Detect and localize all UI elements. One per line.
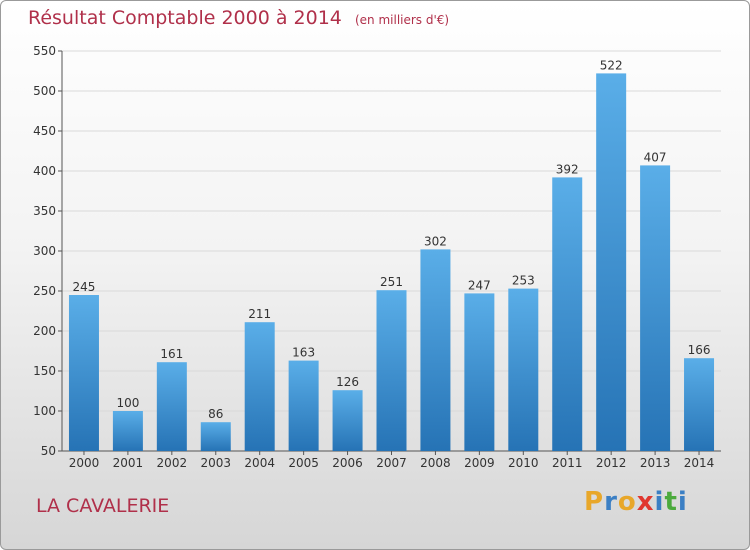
logo-letter: i [654, 487, 665, 517]
data-label: 211 [248, 307, 271, 321]
data-label: 247 [468, 278, 491, 292]
proxiti-logo: Proxiti [584, 487, 688, 517]
y-tick-label: 350 [33, 204, 56, 218]
x-tick-label: 2006 [332, 456, 363, 470]
x-tick-label: 2013 [640, 456, 671, 470]
data-label: 407 [644, 150, 667, 164]
x-tick-label: 2012 [596, 456, 627, 470]
logo-letter: r [604, 487, 618, 517]
chart-subtitle: (en milliers d'€) [354, 13, 450, 27]
bar [112, 411, 143, 451]
bar [464, 293, 495, 451]
data-label: 522 [600, 58, 623, 72]
y-tick-label: 400 [33, 164, 56, 178]
data-label: 163 [292, 346, 315, 360]
logo-letter: o [617, 487, 637, 517]
bar [508, 288, 539, 451]
x-tick-label: 2007 [376, 456, 407, 470]
bar [684, 358, 715, 451]
x-tick-label: 2008 [420, 456, 451, 470]
bar [156, 362, 187, 451]
y-tick-label: 200 [33, 324, 56, 338]
y-tick-label: 550 [33, 44, 56, 58]
data-label: 253 [512, 274, 535, 288]
x-tick-label: 2001 [113, 456, 144, 470]
x-tick-label: 2003 [200, 456, 231, 470]
x-tick-label: 2005 [288, 456, 319, 470]
x-tick-label: 2011 [552, 456, 583, 470]
y-axis-ticks: 50 100 150 200 250 300 350 400 450 500 550 [33, 44, 62, 458]
data-label: 166 [688, 343, 711, 357]
data-label: 392 [556, 162, 579, 176]
town-name: LA CAVALERIE [36, 495, 170, 517]
data-label: 251 [380, 275, 403, 289]
bar [244, 322, 275, 451]
data-label: 86 [208, 407, 223, 421]
bar [68, 295, 99, 451]
data-label: 302 [424, 234, 447, 248]
y-tick-label: 150 [33, 364, 56, 378]
y-tick-label: 450 [33, 124, 56, 138]
y-tick-label: 250 [33, 284, 56, 298]
x-tick-label: 2002 [157, 456, 188, 470]
logo-letter: t [664, 487, 678, 517]
x-axis-ticks: 2000 2001 2002 2003 2004 2005 2006 2007 2008 2009… [69, 451, 715, 470]
logo-letter: x [636, 487, 655, 517]
x-tick-label: 2000 [69, 456, 100, 470]
bar [376, 290, 407, 451]
bar [640, 165, 671, 451]
chart-title: Résultat Comptable 2000 à 2014 [28, 7, 342, 29]
bar [200, 422, 231, 451]
bar [332, 390, 363, 451]
x-tick-label: 2010 [508, 456, 539, 470]
logo-letter: P [584, 487, 605, 517]
data-label: 126 [336, 375, 359, 389]
data-label: 245 [73, 280, 96, 294]
y-tick-label: 500 [33, 84, 56, 98]
data-labels: 245 100 161 86 211 163 126 251 302 247 253 392 522 40… [73, 58, 711, 421]
bar [288, 360, 319, 451]
x-tick-label: 2014 [684, 456, 715, 470]
y-tick-label: 100 [33, 404, 56, 418]
bar [552, 177, 583, 451]
y-tick-label: 300 [33, 244, 56, 258]
logo-letter: i [677, 487, 688, 517]
data-label: 161 [160, 347, 183, 361]
chart-title-block: Résultat Comptable 2000 à 2014 (en milli… [28, 7, 449, 29]
bars [68, 73, 715, 452]
x-tick-label: 2004 [244, 456, 275, 470]
data-label: 100 [116, 396, 139, 410]
x-tick-label: 2009 [464, 456, 495, 470]
bar [420, 249, 451, 451]
bar [596, 73, 627, 452]
y-tick-label: 50 [41, 444, 56, 458]
